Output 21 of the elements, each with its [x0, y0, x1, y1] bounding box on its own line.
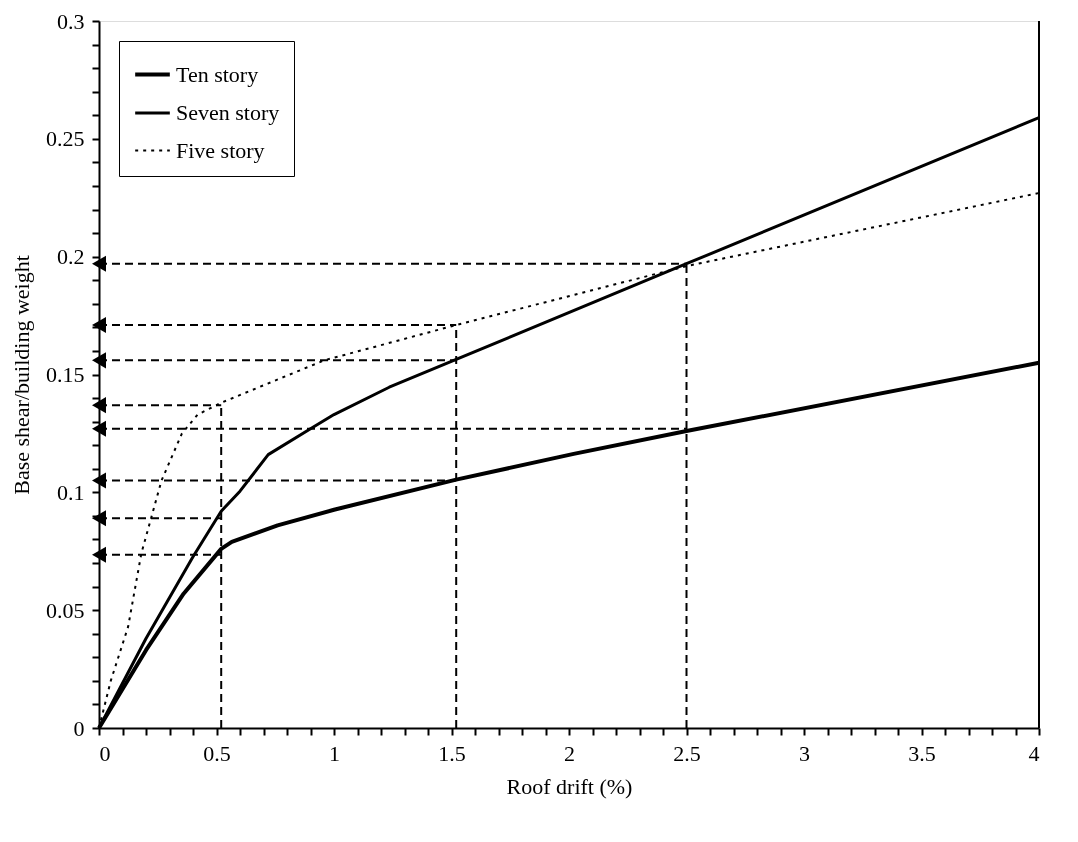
y-tick-label: 0.25	[46, 126, 85, 152]
y-axis-title: Base shear/building weight	[9, 255, 34, 495]
x-tick-label: 1	[329, 740, 340, 766]
x-tick-label: 4	[1028, 740, 1040, 766]
x-tick-label: 0.5	[203, 740, 231, 766]
legend-label: Ten story	[176, 61, 259, 87]
y-tick-label: 0	[73, 715, 85, 741]
x-tick-label: 3	[799, 740, 810, 766]
x-tick-label: 0	[99, 740, 111, 766]
y-tick-label: 0.05	[46, 597, 85, 623]
legend-label: Seven story	[176, 100, 280, 125]
y-tick-label: 0.15	[46, 362, 85, 387]
x-tick-label: 3.5	[908, 740, 936, 766]
x-tick-label: 2.5	[673, 740, 701, 766]
legend-label: Five story	[176, 137, 265, 163]
x-axis-title: Roof drift (%)	[506, 773, 633, 799]
x-tick-label: 1.5	[438, 740, 466, 766]
x-tick-label: 2	[564, 740, 575, 766]
y-tick-label: 0.2	[57, 244, 85, 270]
y-tick-label: 0.1	[57, 479, 85, 505]
y-tick-label: 0.3	[57, 8, 85, 34]
